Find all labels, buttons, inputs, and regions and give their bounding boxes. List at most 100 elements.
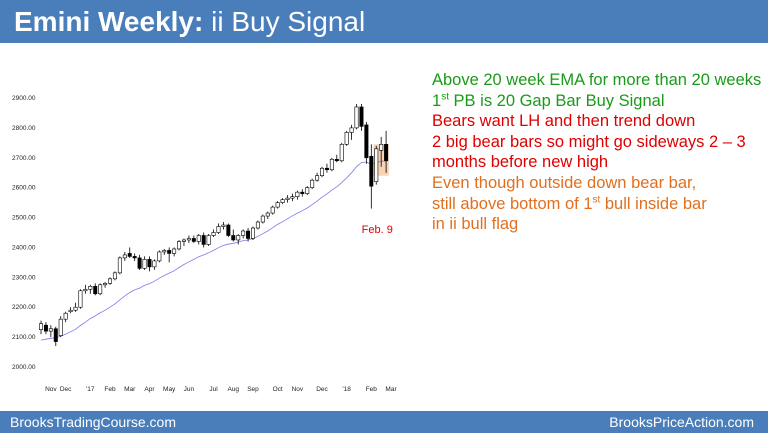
note-line: in ii bull flag [432,214,764,235]
weekly-emini-candlestick-chart: 2000.00 2100.00 2200.00 2300.00 2400.00 2500.… [12,95,397,393]
ordinal-suffix: st [592,194,601,206]
bear-candle-body [359,106,364,127]
note-text: 2 big bear bars so might go sideways 2 –… [432,132,746,151]
note-line: still above bottom of 1st bull inside ba… [432,194,764,215]
candle [270,205,275,215]
x-tick-label: Nov [292,386,304,393]
candle [147,256,152,272]
y-tick-label: 2300.00 [12,274,36,281]
bear-candle-body [226,224,231,236]
note-text: still above bottom of 1 [432,194,593,213]
candle [93,283,98,296]
bear-candle-body [191,238,196,242]
candle [196,233,201,245]
bear-candle-body [384,144,389,162]
y-tick-label: 2200.00 [12,304,36,311]
bull-candle-body [216,226,221,233]
note-text: Above 20 week EMA for more than 20 weeks [432,71,762,89]
candle [191,235,196,243]
candle [108,277,113,285]
candle [364,121,369,164]
x-tick-label: Aug [227,386,239,393]
candle [324,163,329,173]
candle [98,283,103,296]
bull-candle-body [241,230,246,236]
bull-candle-body [280,199,285,203]
candle [137,254,142,270]
y-tick-label: 2800.00 [12,125,36,132]
candle [186,235,191,243]
candle [300,189,305,197]
bull-candle-body [255,221,260,229]
bear-candle-body [137,257,142,269]
bull-candle-body [108,278,113,284]
candle [344,130,349,146]
candle [53,326,58,347]
bear-candle-body [167,250,172,254]
bull-candle-body [157,251,162,262]
candle [310,178,315,190]
feb-9-annotation: Feb. 9 [362,224,393,236]
bear-candle-body [364,124,369,159]
candle [315,172,320,182]
bull-candle-body [379,144,384,151]
bull-candle-body [275,202,280,208]
candle [152,259,157,270]
candle [241,229,246,239]
candle [226,223,231,237]
x-tick-label: Apr [144,386,155,393]
x-tick-label: Oct [273,386,283,393]
bull-candle-body [181,239,186,242]
note-text: 1 [432,91,442,110]
candle [167,247,172,263]
bull-candle-body [265,212,270,217]
candle [122,251,127,261]
candle [290,193,295,202]
bear-candle-body [43,324,48,332]
candle [132,253,137,261]
note-text: Bears want LH and then trend down [432,112,696,131]
y-tick-label: 2100.00 [12,334,36,341]
candle [68,307,73,314]
bull-candle-body [295,191,300,197]
candle [201,232,206,248]
candle [255,220,260,230]
footer-banner: BrooksTradingCourse.com BrooksPriceActio… [0,411,768,433]
candle [63,311,68,323]
candle [354,103,359,130]
bull-candle-body [354,106,359,129]
bull-candle-body [315,175,320,181]
bull-candle-body [78,290,83,308]
x-tick-label: Mar [385,386,397,393]
candle [112,271,117,281]
bull-candle-body [290,196,295,199]
x-tick-label: Jul [209,386,218,393]
bull-candle-body [250,227,255,239]
bull-candle-body [349,127,354,133]
x-tick-label: Dec [316,386,328,393]
candle [369,144,374,209]
note-line: 1st PB is 20 Gap Bar Buy Signal [432,91,764,112]
bull-candle-body [270,206,275,214]
x-tick-label: '17 [86,386,95,393]
note-line: months before new high [432,152,764,173]
bull-candle-body [260,215,265,223]
note-line: Even though outside down bear bar, [432,173,764,194]
page-title: Emini Weekly: ii Buy Signal [14,5,365,39]
candle [48,325,53,338]
y-tick-label: 2700.00 [12,155,36,162]
candle [78,289,83,309]
note-text: in ii bull flag [432,215,519,234]
bull-candle-body [310,179,315,188]
note-line: Bears want LH and then trend down [432,111,764,132]
candle [379,136,384,167]
candle [374,145,379,185]
candle [320,166,325,178]
bull-candle-body [305,187,310,194]
y-tick-label: 2900.00 [12,95,36,102]
bull-candle-body [117,257,122,274]
bull-candle-body [344,132,349,145]
candle [265,211,270,220]
x-tick-label: Feb [104,386,116,393]
bull-candle-body [98,284,103,295]
